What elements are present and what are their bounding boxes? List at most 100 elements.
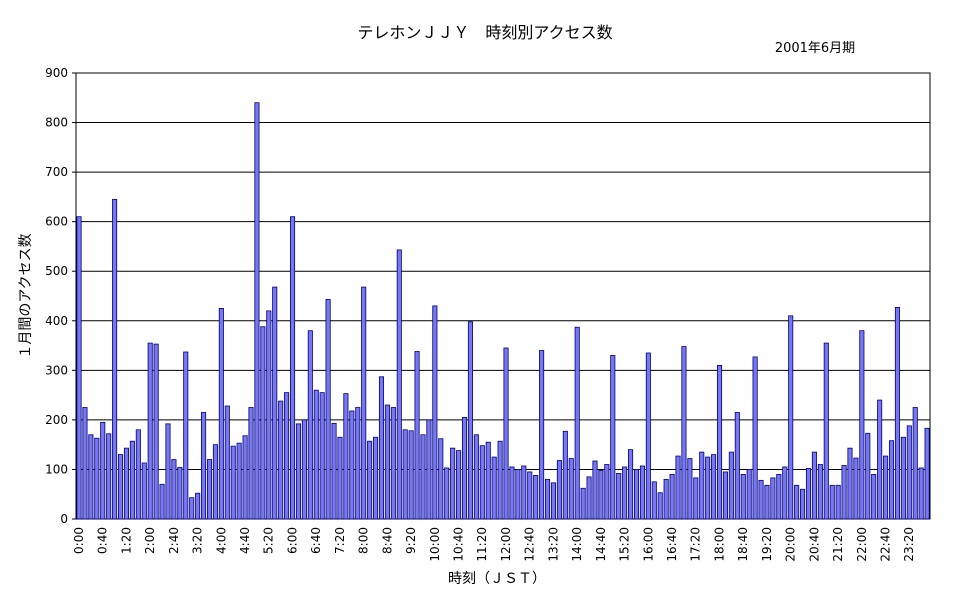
bar <box>491 456 497 520</box>
x-tick-label: 22:40 <box>879 527 893 562</box>
x-tick-label: 12:00 <box>499 527 513 562</box>
chart-subtitle: 2001年6月期 <box>775 41 855 56</box>
bar <box>384 404 390 520</box>
bar <box>788 315 794 520</box>
bar <box>598 470 604 520</box>
bar <box>906 425 912 520</box>
x-tick-label: 13:20 <box>546 527 560 562</box>
bar <box>782 466 788 520</box>
bar <box>669 473 675 520</box>
bar <box>900 436 906 520</box>
gridlines <box>76 122 930 470</box>
y-tick-label: 900 <box>45 66 68 80</box>
bar <box>141 462 147 520</box>
bar <box>687 458 693 520</box>
x-tick-label: 2:00 <box>143 527 157 554</box>
bar <box>165 423 171 520</box>
bar <box>195 492 201 520</box>
x-tick-label: 8:40 <box>380 527 394 554</box>
bar <box>728 451 734 520</box>
x-tick-label: 14:40 <box>594 527 608 562</box>
bar <box>450 447 456 520</box>
bar <box>835 484 841 520</box>
bar <box>414 351 420 520</box>
bar <box>924 427 930 520</box>
y-tick-label: 600 <box>45 215 68 229</box>
x-tick-label: 17:20 <box>689 527 703 562</box>
bar <box>82 407 88 520</box>
bar <box>509 466 515 520</box>
bar <box>592 460 598 520</box>
bar <box>883 455 889 520</box>
x-tick-label: 18:00 <box>712 527 726 562</box>
bars <box>76 102 930 520</box>
bar <box>693 477 699 520</box>
bar <box>135 429 141 520</box>
bar <box>159 483 165 520</box>
bar <box>313 389 319 520</box>
bar <box>711 454 717 520</box>
bar <box>367 440 373 520</box>
y-tick-label: 400 <box>45 314 68 328</box>
bar <box>248 407 254 520</box>
bar <box>639 465 645 520</box>
bar <box>550 482 557 520</box>
bar <box>877 399 883 520</box>
bar <box>497 440 503 520</box>
bar <box>894 306 900 520</box>
bar <box>224 405 230 520</box>
bar <box>746 469 752 520</box>
bar <box>657 492 663 520</box>
x-tick-label: 6:40 <box>309 527 323 554</box>
x-tick-label: 16:40 <box>665 527 679 562</box>
bar <box>651 481 657 520</box>
bar <box>183 351 189 520</box>
y-tick-label: 300 <box>45 363 68 377</box>
bar <box>527 471 533 520</box>
bar <box>829 484 835 520</box>
bar <box>539 350 545 520</box>
bar <box>438 438 444 520</box>
bar <box>586 476 592 520</box>
bar <box>236 442 242 520</box>
bar <box>123 447 130 520</box>
y-tick-label: 500 <box>45 264 68 278</box>
x-tick-label: 5:20 <box>262 527 276 554</box>
x-tick-label: 2:40 <box>167 527 181 554</box>
bar <box>811 451 817 520</box>
bar <box>420 434 426 520</box>
bar <box>432 305 438 520</box>
bar <box>100 421 106 520</box>
bar <box>521 465 527 520</box>
x-tick-label: 3:20 <box>191 527 205 554</box>
bar <box>88 434 94 520</box>
bar <box>888 440 895 520</box>
bar <box>206 459 213 520</box>
bar <box>574 326 580 520</box>
bar <box>479 445 485 520</box>
bar <box>76 216 82 520</box>
bar <box>147 342 153 520</box>
x-tick-label: 4:40 <box>238 527 252 554</box>
x-tick-label: 7:20 <box>333 527 347 554</box>
bar <box>610 355 616 520</box>
bar <box>853 457 859 520</box>
bar <box>616 473 622 520</box>
bar <box>740 473 746 520</box>
bar <box>319 392 325 520</box>
bar <box>230 445 236 520</box>
bar <box>645 352 651 520</box>
bar <box>201 412 207 520</box>
bar <box>402 429 408 520</box>
bar <box>473 434 479 520</box>
x-tick-label: 4:00 <box>214 527 228 554</box>
bar <box>373 436 379 520</box>
bar <box>118 454 124 520</box>
bar <box>604 464 610 520</box>
bar <box>823 342 829 520</box>
bar <box>716 364 723 520</box>
y-axis-label: １月間のアクセス数 <box>18 233 34 358</box>
bar <box>171 459 177 520</box>
bar <box>325 299 331 520</box>
